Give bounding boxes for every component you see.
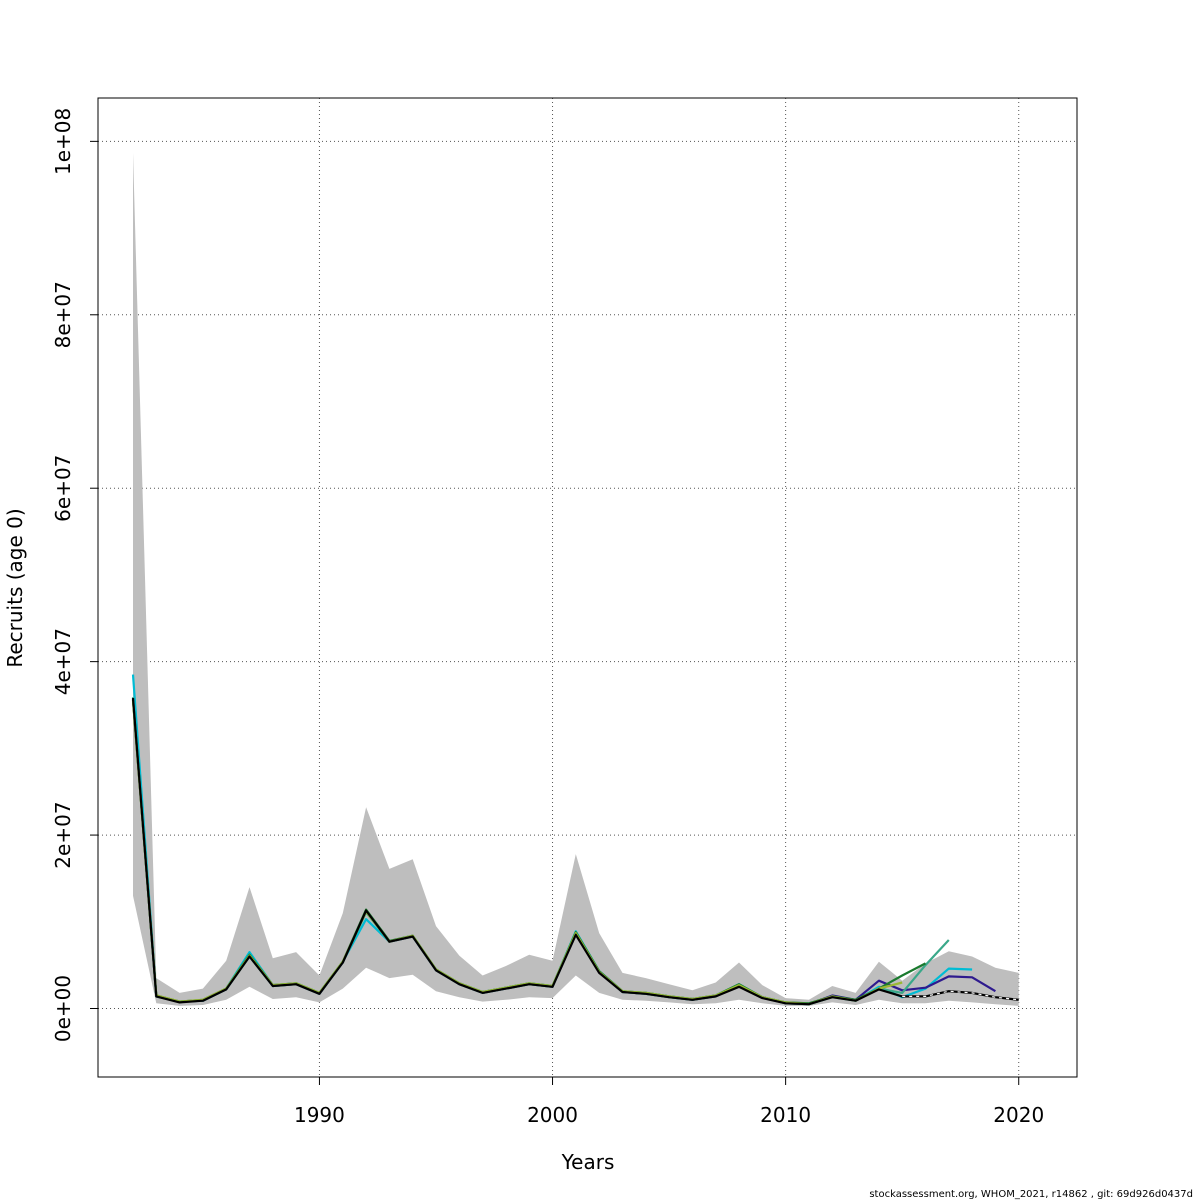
y-tick-label: 2e+07	[51, 801, 75, 868]
series-line	[131, 698, 1019, 1006]
plot-frame	[97, 97, 1078, 1078]
y-tick-label: 1e+08	[51, 108, 75, 175]
y-tick-label: 8e+07	[51, 281, 75, 348]
series-dashed-overlay	[902, 990, 1019, 1001]
y-tick-label: 6e+07	[51, 455, 75, 522]
confidence-band-layer	[133, 152, 1019, 1006]
confidence-band	[133, 152, 1019, 1006]
series-layer	[131, 674, 1019, 1006]
x-tick-label: 2000	[527, 1103, 578, 1127]
x-tick-label: 1990	[294, 1103, 345, 1127]
y-axis: 0e+00 2e+07 4e+07 6e+07 8e+07 1e+08	[51, 108, 98, 1042]
x-tick-label: 2010	[760, 1103, 811, 1127]
y-tick-label: 0e+00	[51, 975, 75, 1042]
y-axis-label: Recruits (age 0)	[3, 508, 27, 667]
footer-annotation: stockassessment.org, WHOM_2021, r14862 ,…	[869, 1189, 1193, 1200]
x-axis: 1990 2000 2010 2020	[294, 1077, 1044, 1127]
x-axis-label: Years	[561, 1150, 615, 1174]
y-tick-label: 4e+07	[51, 628, 75, 695]
x-tick-label: 2020	[993, 1103, 1044, 1127]
